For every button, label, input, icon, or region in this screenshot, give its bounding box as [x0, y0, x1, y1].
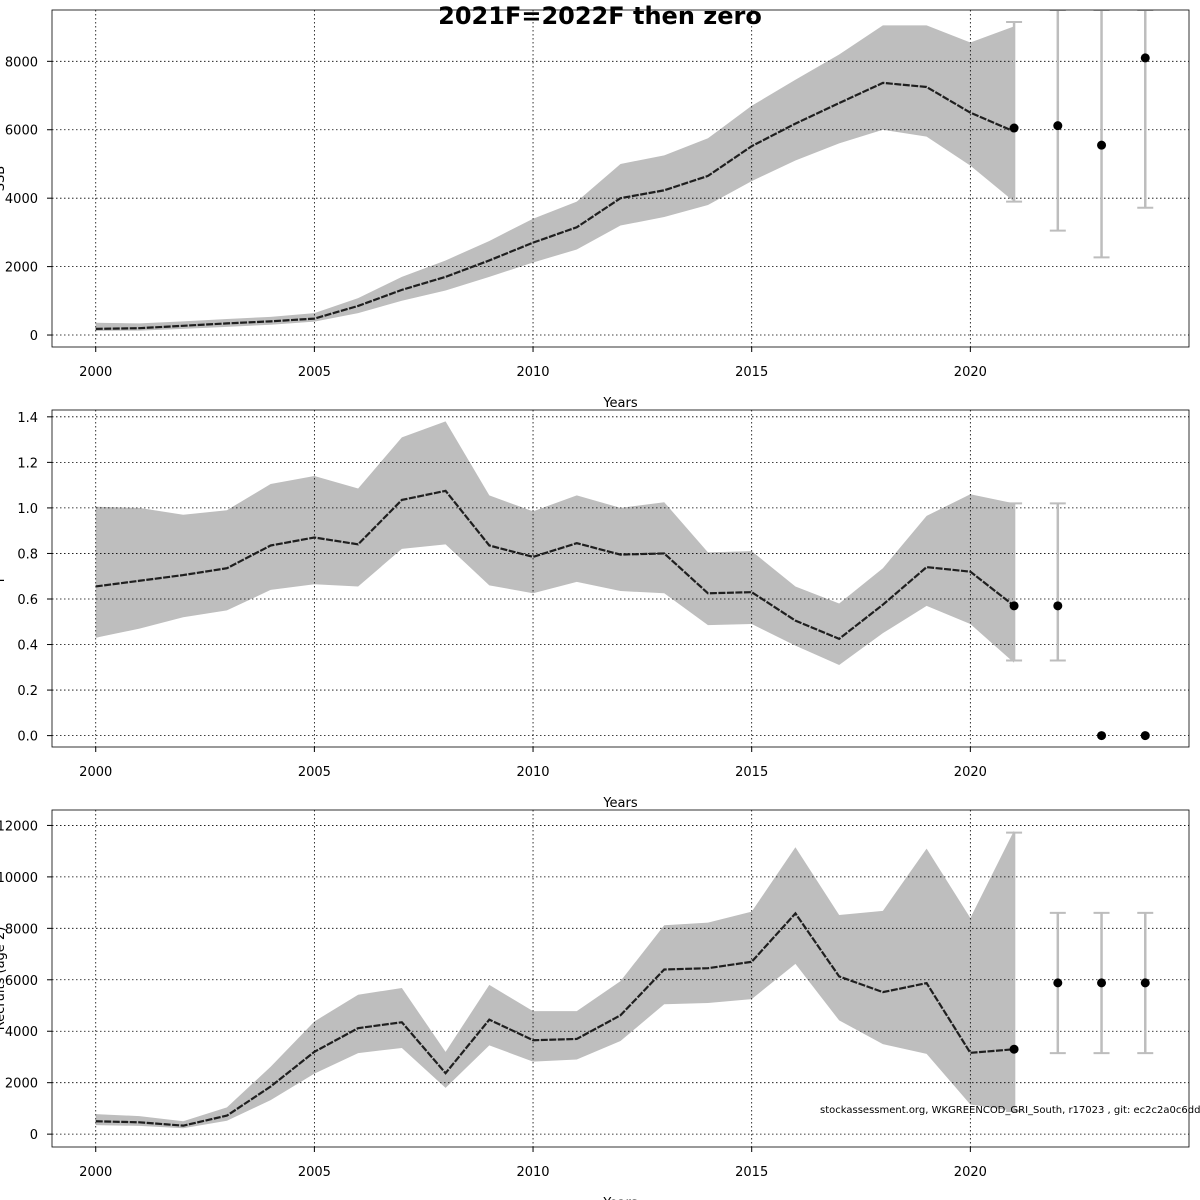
forecast-point: [1009, 123, 1019, 133]
forecast-point: [1053, 601, 1063, 611]
confidence-band: [95, 830, 1015, 1129]
x-tick-label: 2005: [298, 365, 331, 380]
y-tick-label: 10000: [0, 871, 38, 886]
y-axis-label: Recruits (age 2): [0, 927, 8, 1031]
y-tick-label: 0.4: [17, 639, 38, 654]
x-axis-label: Years: [602, 396, 638, 411]
y-tick-label: 0.2: [17, 684, 38, 699]
x-tick-label: 2020: [954, 365, 987, 380]
x-tick-label: 2015: [735, 765, 768, 780]
chart-title: 2021F=2022F then zero: [438, 2, 762, 30]
y-tick-label: 6000: [5, 124, 38, 139]
x-tick-label: 2010: [516, 765, 549, 780]
confidence-band: [95, 421, 1015, 666]
y-tick-label: 8000: [5, 922, 38, 937]
y-tick-label: 6000: [5, 974, 38, 989]
forecast-point: [1097, 140, 1107, 150]
footnote: stockassessment.org, WKGREENCOD_GRI_Sout…: [820, 1105, 1200, 1116]
y-tick-label: 2000: [5, 1077, 38, 1092]
y-tick-label: 4000: [5, 192, 38, 207]
y-axis-label: F: [0, 575, 8, 582]
x-axis-label: Years: [602, 796, 638, 811]
forecast-point: [1140, 53, 1150, 63]
y-tick-label: 0.8: [17, 547, 38, 562]
x-tick-label: 2000: [79, 1165, 112, 1180]
forecast-point: [1097, 978, 1107, 988]
y-tick-label: 0: [30, 1128, 38, 1143]
x-tick-label: 2015: [735, 1165, 768, 1180]
x-tick-label: 2010: [516, 365, 549, 380]
y-tick-label: 12000: [0, 819, 38, 834]
y-tick-label: 2000: [5, 261, 38, 276]
panel-ssb: 2000 2005 2010 2015 2020 0 2000 4000 6000 8000 Yea…: [0, 9, 1190, 411]
forecast-point: [1009, 1044, 1019, 1054]
x-tick-label: 2000: [79, 365, 112, 380]
estimate-line: [95, 81, 1015, 330]
estimate-line: [95, 911, 1015, 1127]
plot-area: [52, 410, 1189, 747]
forecast-point: [1140, 978, 1150, 988]
panel-fbar: 2000 2005 2010 2015 2020 0.0 0.2 0.4 0.6 0.8 1.0 1.…: [0, 409, 1190, 811]
confidence-band: [95, 25, 1015, 331]
plot-frame: [51, 409, 1190, 748]
forecast-point: [1097, 731, 1107, 741]
y-tick-label: 4000: [5, 1025, 38, 1040]
y-tick-label: 0.0: [17, 730, 38, 745]
forecast-point: [1009, 601, 1019, 611]
y-tick-label: 8000: [5, 55, 38, 70]
x-tick-label: 2005: [298, 1165, 331, 1180]
y-tick-label: 1.2: [17, 456, 38, 471]
x-tick-label: 2010: [516, 1165, 549, 1180]
forecast-point: [1053, 121, 1063, 131]
y-tick-label: 1.4: [17, 411, 38, 426]
y-tick-label: 0: [30, 329, 38, 344]
y-tick-label: 1.0: [17, 502, 38, 517]
plot-area: [52, 10, 1189, 347]
y-axis-label: SSB: [0, 166, 8, 191]
x-tick-label: 2000: [79, 765, 112, 780]
y-tick-label: 0.6: [17, 593, 38, 608]
forecast-point: [1140, 731, 1150, 741]
forecast-point: [1053, 978, 1063, 988]
x-tick-label: 2005: [298, 765, 331, 780]
x-tick-label: 2015: [735, 365, 768, 380]
panel-recruitment: 2000 2005 2010 2015 2020 0 2000 4000 6000 8000 100…: [0, 809, 1190, 1200]
x-tick-label: 2020: [954, 765, 987, 780]
x-tick-label: 2020: [954, 1165, 987, 1180]
plot-area: [52, 810, 1189, 1147]
x-axis-label: Years: [602, 1196, 638, 1200]
plot-frame: [51, 809, 1190, 1148]
estimate-line: [95, 489, 1015, 641]
plot-frame: [51, 9, 1190, 348]
